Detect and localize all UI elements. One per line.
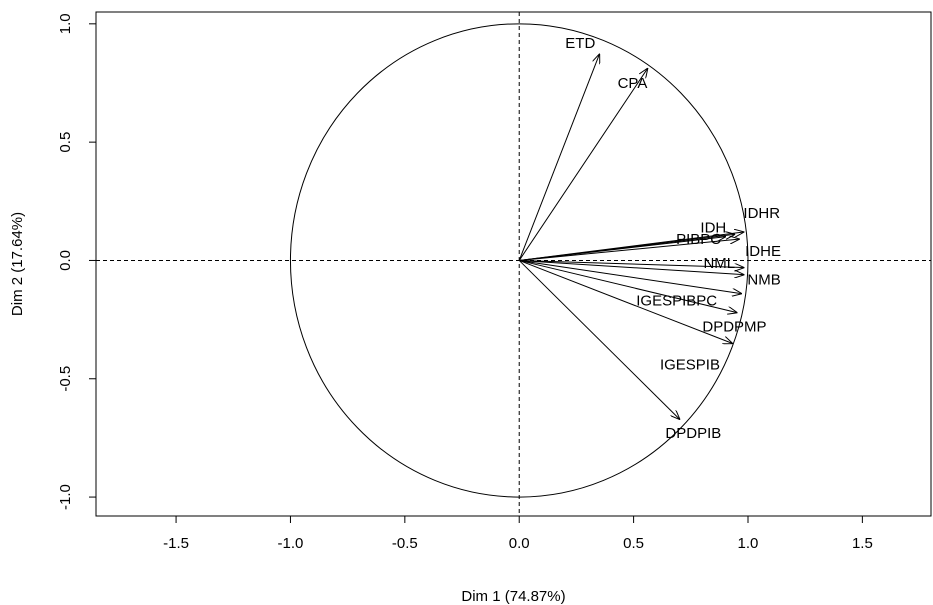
label-etd: ETD — [565, 35, 595, 52]
label-idhr: IDHR — [743, 205, 780, 222]
label-dpdpib: DPDPIB — [665, 425, 721, 442]
y-tick-label: 0.0 — [57, 250, 74, 271]
correlation-circle — [289, 23, 749, 498]
x-tick-label: -1.5 — [163, 535, 189, 552]
x-tick-label: 0.0 — [509, 535, 530, 552]
arrow-dpdpmp — [519, 259, 736, 312]
label-igespib: IGESPIB — [660, 357, 720, 374]
x-tick-label: 0.5 — [623, 535, 644, 552]
label-cpa: CPA — [618, 75, 648, 92]
x-tick-label: -0.5 — [392, 535, 418, 552]
y-axis-title: Dim 2 (17.64%) — [9, 212, 26, 316]
label-idh: IDH — [700, 219, 726, 236]
y-tick-label: -1.0 — [57, 484, 74, 510]
label-nmb: NMB — [747, 271, 780, 288]
arrow-igespib — [519, 259, 732, 343]
y-tick-label: 0.5 — [57, 132, 74, 153]
label-idhe: IDHE — [745, 243, 781, 260]
label-nml: NML — [703, 255, 735, 272]
x-tick-label: -1.0 — [278, 535, 304, 552]
label-pibpc: PIBPC — [676, 231, 721, 248]
arrow-dpdpib — [518, 260, 679, 419]
y-tick-label: 1.0 — [57, 13, 74, 34]
arrow-cpa — [518, 69, 647, 261]
x-tick-label: 1.0 — [738, 535, 759, 552]
arrow-etd — [518, 55, 599, 261]
y-tick-label: -0.5 — [57, 366, 74, 392]
x-axis-title: Dim 1 (74.87%) — [461, 588, 565, 605]
label-igespibpc: IGESPIBPC — [636, 293, 717, 310]
label-dpdpmp: DPDPMP — [702, 319, 766, 336]
arrow-pibpc — [519, 237, 725, 261]
arrow-nml — [519, 259, 743, 267]
plot-frame — [95, 11, 932, 517]
arrow-igespibpc — [519, 259, 741, 293]
x-tick-label: 1.5 — [852, 535, 873, 552]
arrow-nmb — [519, 259, 743, 274]
arrow-idhe — [519, 239, 739, 261]
